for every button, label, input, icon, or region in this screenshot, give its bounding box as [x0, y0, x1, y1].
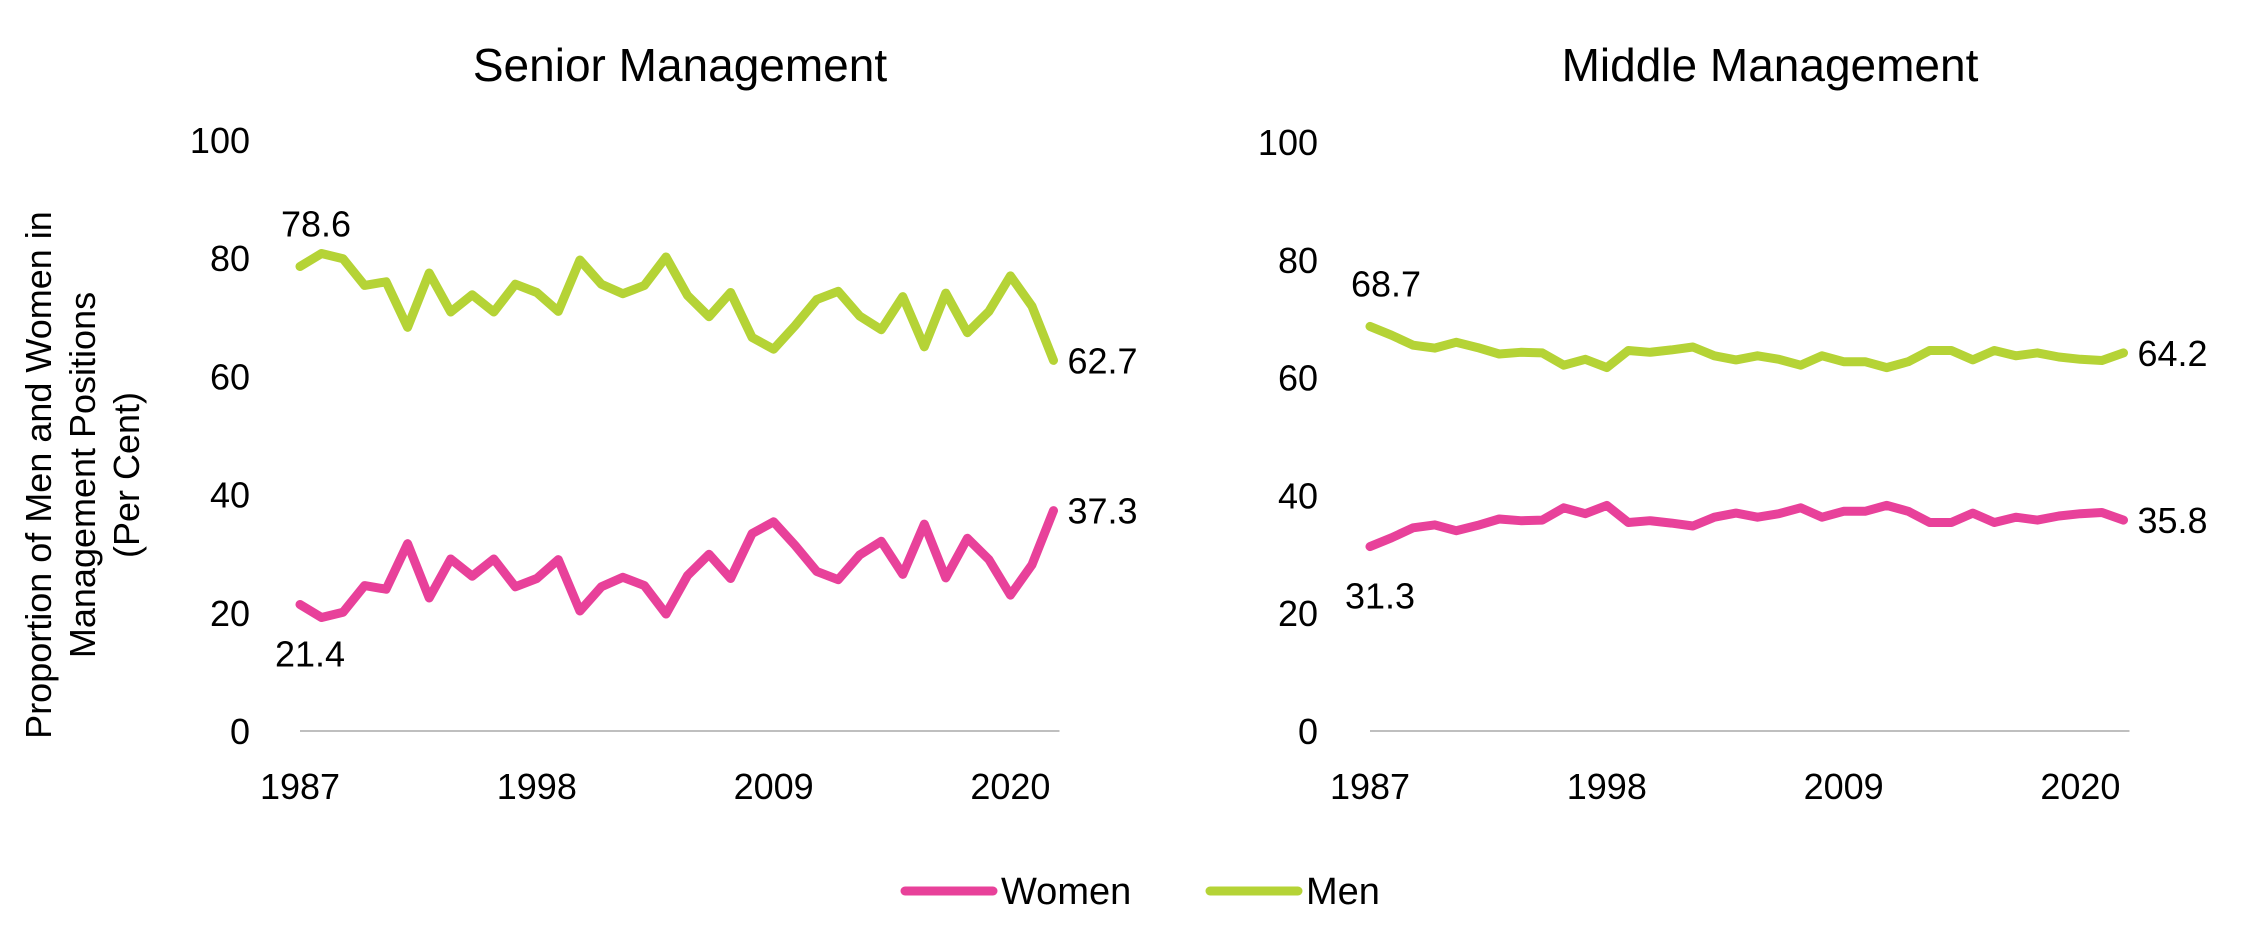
y-tick-label: 60	[1278, 358, 1318, 399]
data-label-women: 35.8	[2137, 500, 2207, 541]
y-tick-label: 0	[230, 711, 250, 752]
series-line-women	[295, 506, 1058, 622]
data-label-men: 62.7	[1067, 340, 1137, 381]
y-axis-label: Proportion of Men and Women in Managemen…	[18, 211, 147, 739]
x-tick-label: 1987	[1330, 766, 1410, 807]
y-tick-label: 100	[1258, 122, 1318, 163]
y-tick-label: 20	[210, 593, 250, 634]
x-tick-label: 2009	[734, 766, 814, 807]
data-label-women: 21.4	[275, 634, 345, 675]
y-tick-label: 40	[210, 475, 250, 516]
y-axis-label-line-2: Management Positions	[62, 292, 103, 658]
series-line-men	[1365, 321, 2128, 373]
x-tick-label: 2020	[2040, 766, 2120, 807]
legend-label-men: Men	[1306, 871, 1380, 913]
y-axis-label-line-1: Proportion of Men and Women in	[18, 211, 59, 739]
y-tick-label: 80	[210, 238, 250, 279]
data-label-women: 31.3	[1345, 576, 1415, 617]
x-tick-label: 2009	[1804, 766, 1884, 807]
data-label-men: 78.6	[281, 203, 351, 244]
x-tick-label: 1998	[497, 766, 577, 807]
y-tick-label: 40	[1278, 475, 1318, 516]
y-tick-label: 80	[1278, 240, 1318, 281]
chart-title: Senior Management	[473, 39, 887, 91]
panel-senior-management: Senior Management 0 20 40 60 80 100 1987 1998 20…	[190, 39, 1138, 807]
x-tick-label: 1998	[1567, 766, 1647, 807]
panel-middle-management: Middle Management 0 20 40 60 80 100 1987 1998 20…	[1258, 39, 2208, 807]
y-tick-label: 60	[210, 356, 250, 397]
chart-title: Middle Management	[1562, 39, 1979, 91]
legend: Women Men	[900, 871, 1380, 913]
data-label-men: 64.2	[2137, 333, 2207, 374]
y-tick-label: 0	[1298, 711, 1318, 752]
y-axis-label-line-3: (Per Cent)	[106, 392, 147, 558]
x-tick-label: 2020	[970, 766, 1050, 807]
series-line-men	[295, 249, 1058, 365]
y-tick-label: 20	[1278, 593, 1318, 634]
legend-label-women: Women	[1001, 871, 1131, 913]
y-tick-label: 100	[190, 120, 250, 161]
data-label-women: 37.3	[1067, 491, 1137, 532]
series-line-women	[1365, 500, 2128, 552]
x-tick-label: 1987	[260, 766, 340, 807]
data-label-men: 68.7	[1351, 263, 1421, 304]
